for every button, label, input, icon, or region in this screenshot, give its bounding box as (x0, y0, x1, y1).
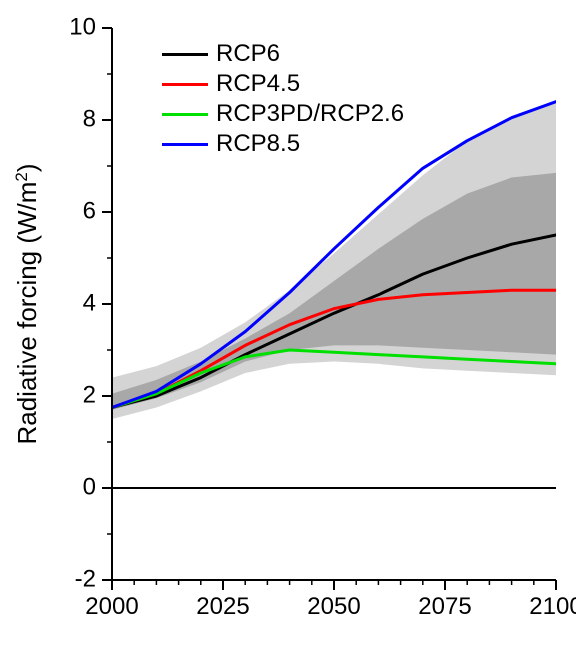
x-tick-label: 2050 (307, 593, 360, 620)
y-axis-title: Radiative forcing (W/m2) (12, 163, 43, 444)
x-tick-label: 2000 (85, 593, 138, 620)
x-tick-label: 2075 (418, 593, 471, 620)
y-tick-label: 2 (83, 381, 96, 408)
radiative-forcing-chart: -2 0 2 4 6 8 10 2000 2025 2050 2075 2100 Radiative f… (0, 0, 576, 650)
y-tick-label: 6 (83, 197, 96, 224)
legend-label: RCP3PD/RCP2.6 (216, 100, 404, 127)
y-tick-label: 8 (83, 105, 96, 132)
chart-container: -2 0 2 4 6 8 10 2000 2025 2050 2075 2100 Radiative f… (0, 0, 576, 650)
y-tick-label: 0 (83, 473, 96, 500)
x-tick-label: 2100 (529, 593, 576, 620)
y-tick-label: 10 (69, 13, 96, 40)
legend-label: RCP8.5 (216, 130, 300, 157)
x-tick-label: 2025 (196, 593, 249, 620)
y-tick-label: 4 (83, 289, 96, 316)
legend-label: RCP4.5 (216, 70, 300, 97)
y-tick-label: -2 (75, 565, 96, 592)
legend-label: RCP6 (216, 40, 280, 67)
